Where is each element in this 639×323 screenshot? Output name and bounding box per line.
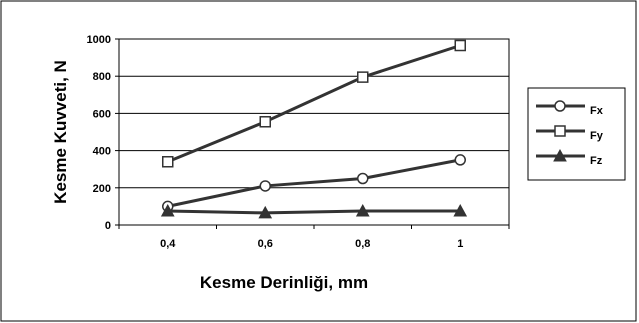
series-fy: [162, 39, 466, 168]
x-tick-label-0: 0,4: [160, 238, 176, 250]
y-tick-label-600: 600: [93, 108, 111, 120]
point-fx-1: [259, 180, 271, 192]
x-tick-label-2: 0,8: [355, 238, 370, 250]
y-axis-ticks: 0 200 400 600 800 1000: [87, 34, 119, 232]
legend-entry-fy: Fy: [536, 125, 604, 142]
point-fx-2: [357, 172, 369, 185]
series-line-fx: [167, 158, 461, 208]
legend-label-fx: Fx: [590, 105, 604, 117]
x-tick-label-3: 1: [457, 238, 463, 250]
y-tick-label-200: 200: [93, 183, 111, 195]
point-fy-1: [259, 116, 271, 128]
y-axis-label: Kesme Kuvveti, N: [51, 60, 70, 204]
point-fz-3: [453, 204, 468, 217]
series-line-fz: [167, 209, 461, 215]
series-line-fy: [167, 44, 461, 164]
legend-entry-fz: Fz: [536, 148, 603, 167]
legend-marker-fz: [553, 148, 567, 162]
y-tick-label-800: 800: [93, 71, 111, 83]
y-tick-label-1000: 1000: [87, 34, 111, 46]
legend-marker-fx: [554, 100, 566, 112]
point-fy-0: [162, 156, 174, 168]
x-tick-label-1: 0,6: [258, 238, 273, 250]
legend-entry-fx: Fx: [536, 100, 604, 117]
point-fy-2: [357, 71, 369, 83]
x-axis-ticks: 0,4 0,6 0,8 1: [118, 225, 510, 250]
legend-label-fy: Fy: [590, 130, 604, 142]
point-fx-3: [454, 154, 466, 166]
point-fy-3: [454, 39, 466, 52]
y-tick-label-0: 0: [105, 220, 111, 232]
point-fz-0: [160, 204, 175, 217]
grid-lines: [119, 75, 509, 189]
x-axis-label: Kesme Derinliği, mm: [200, 273, 368, 292]
legend-box: [527, 87, 626, 181]
legend-marker-fy: [554, 125, 566, 137]
point-fz-2: [355, 204, 370, 217]
series-group: [160, 39, 468, 219]
legend: Fx Fy Fz: [536, 100, 604, 167]
point-fz-1: [258, 205, 273, 219]
legend-label-fz: Fz: [590, 155, 603, 167]
series-fx: [162, 154, 466, 213]
series-fz: [160, 204, 468, 219]
y-tick-label-400: 400: [93, 146, 111, 158]
